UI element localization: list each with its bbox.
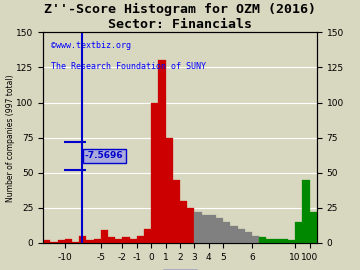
Bar	[187, 208, 194, 243]
Bar	[302, 180, 310, 243]
Bar	[65, 239, 72, 243]
Bar	[151, 103, 158, 243]
Bar	[259, 237, 266, 243]
Bar	[137, 236, 144, 243]
Bar	[281, 239, 288, 243]
Bar	[86, 240, 94, 243]
Bar	[94, 239, 101, 243]
Bar	[50, 242, 58, 243]
Bar	[43, 240, 50, 243]
Bar	[202, 215, 209, 243]
Bar	[223, 222, 230, 243]
Bar	[194, 212, 202, 243]
Title: Z''-Score Histogram for OZM (2016)
Sector: Financials: Z''-Score Histogram for OZM (2016) Secto…	[44, 3, 316, 31]
Bar	[266, 239, 274, 243]
Bar	[274, 239, 281, 243]
Bar	[122, 237, 130, 243]
Bar	[180, 201, 187, 243]
Bar	[245, 232, 252, 243]
Bar	[58, 240, 65, 243]
Bar	[166, 138, 173, 243]
Bar	[295, 222, 302, 243]
Bar	[79, 236, 86, 243]
Text: ©www.textbiz.org: ©www.textbiz.org	[51, 41, 131, 50]
Bar	[108, 237, 115, 243]
Bar	[310, 212, 317, 243]
Bar	[288, 240, 295, 243]
Bar	[230, 226, 238, 243]
Bar	[158, 60, 166, 243]
Bar	[173, 180, 180, 243]
Bar	[130, 239, 137, 243]
Text: -7.5696: -7.5696	[85, 151, 123, 160]
Y-axis label: Number of companies (997 total): Number of companies (997 total)	[6, 74, 15, 201]
Bar	[115, 239, 122, 243]
Bar	[72, 242, 79, 243]
Bar	[238, 229, 245, 243]
Bar	[252, 236, 259, 243]
Bar	[209, 215, 216, 243]
Bar	[144, 229, 151, 243]
Text: The Research Foundation of SUNY: The Research Foundation of SUNY	[51, 62, 206, 71]
Bar	[101, 230, 108, 243]
Bar	[216, 218, 223, 243]
